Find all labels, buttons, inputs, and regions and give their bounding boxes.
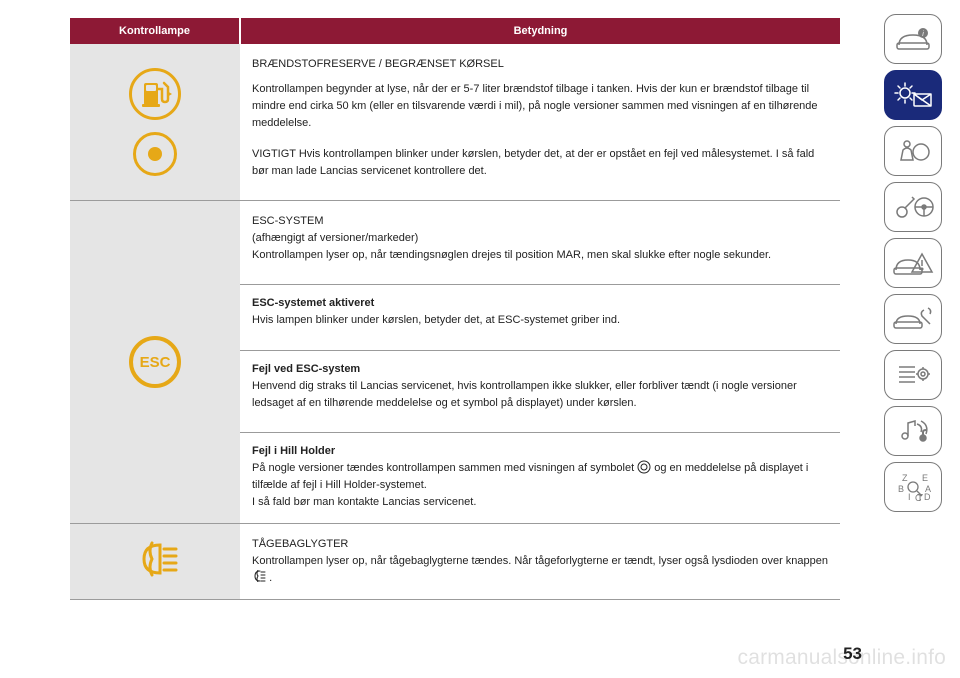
svg-text:T: T [917,493,923,504]
row-paragraph: Kontrollampen lyser op, når tågebaglygte… [252,553,830,587]
row-title: TÅGEBAGLYGTER [252,536,830,553]
airbag-icon [893,136,933,166]
amber-dot-icon [133,132,177,176]
text-cell-fog: TÅGEBAGLYGTER Kontrollampen lyser op, nå… [240,523,840,599]
icon-cell-fog [70,523,240,599]
sidebar-nav: i ZEBAICDT [884,14,942,518]
sidebar-item-vehicle-info[interactable]: i [884,14,942,64]
fog-button-inline-icon [252,570,266,584]
svg-text:I: I [908,492,911,502]
icon-cell-esc: ESC [70,201,240,524]
svg-text:B: B [898,484,904,494]
car-wrench-icon [892,304,934,334]
row-paragraph: I så fald bør man kontakte Lancias servi… [252,494,830,511]
row-paragraph: Henvend dig straks til Lancias servicene… [252,378,830,412]
row-subheading: Fejl i Hill Holder [252,445,335,457]
alpha-index-icon: ZEBAICDT [893,470,933,504]
sidebar-item-starting-driving[interactable] [884,182,942,232]
warning-lights-table: Kontrollampe Betydning [70,18,840,600]
rear-fog-light-icon [76,541,234,582]
esc-icon: ESC [129,336,181,388]
svg-text:D: D [924,492,931,502]
car-warning-icon [892,248,934,278]
svg-text:E: E [922,473,928,483]
sidebar-item-warning-lights[interactable] [884,70,942,120]
sidebar-item-safety[interactable] [884,126,942,176]
header-kontrollampe: Kontrollampe [70,18,240,44]
row-subheading: ESC-systemet aktiveret [252,297,374,309]
icon-cell-fuel [70,44,240,201]
text-cell-fuel: BRÆNDSTOFRESERVE / BEGRÆNSET KØRSEL Kont… [240,44,840,201]
sidebar-item-multimedia[interactable] [884,406,942,456]
sidebar-item-index[interactable]: ZEBAICDT [884,462,942,512]
multimedia-icon [893,416,933,446]
warning-lamp-icon [892,80,934,110]
row-title: ESC-SYSTEM [252,213,830,230]
table-row: BRÆNDSTOFRESERVE / BEGRÆNSET KØRSEL Kont… [70,44,840,201]
row-paragraph: Hvis lampen blinker under kørslen, betyd… [252,312,830,329]
table-row: TÅGEBAGLYGTER Kontrollampen lyser op, nå… [70,523,840,599]
fuel-pump-icon [129,68,181,120]
row-paragraph: På nogle versioner tændes kontrollampen … [252,460,830,494]
row-subtitle: (afhængigt af versioner/markeder) [252,230,830,247]
sidebar-item-emergency[interactable] [884,238,942,288]
text-cell-esc: ESC-SYSTEM (afhængigt af versioner/marke… [240,201,840,524]
header-betydning: Betydning [240,18,840,44]
table-row: ESC ESC-SYSTEM (afhængigt af versioner/m… [70,201,840,524]
sidebar-item-tech-data[interactable] [884,350,942,400]
sidebar-item-maintenance[interactable] [884,294,942,344]
key-steering-icon [892,192,934,222]
manual-page: Kontrollampe Betydning [70,18,840,600]
row-paragraph: VIGTIGT Hvis kontrollampen blinker under… [252,146,830,180]
hill-holder-inline-icon [637,460,651,474]
row-subheading: Fejl ved ESC-system [252,363,360,375]
row-title: BRÆNDSTOFRESERVE / BEGRÆNSET KØRSEL [252,56,830,73]
svg-text:Z: Z [902,473,908,483]
list-gear-icon [893,360,933,390]
watermark-text: carmanualsonline.info [738,646,947,670]
row-paragraph: Kontrollampen lyser op, når tændingsnøgl… [252,247,830,264]
row-paragraph: Kontrollampen begynder at lyse, når der … [252,81,830,132]
car-info-icon: i [893,25,933,53]
